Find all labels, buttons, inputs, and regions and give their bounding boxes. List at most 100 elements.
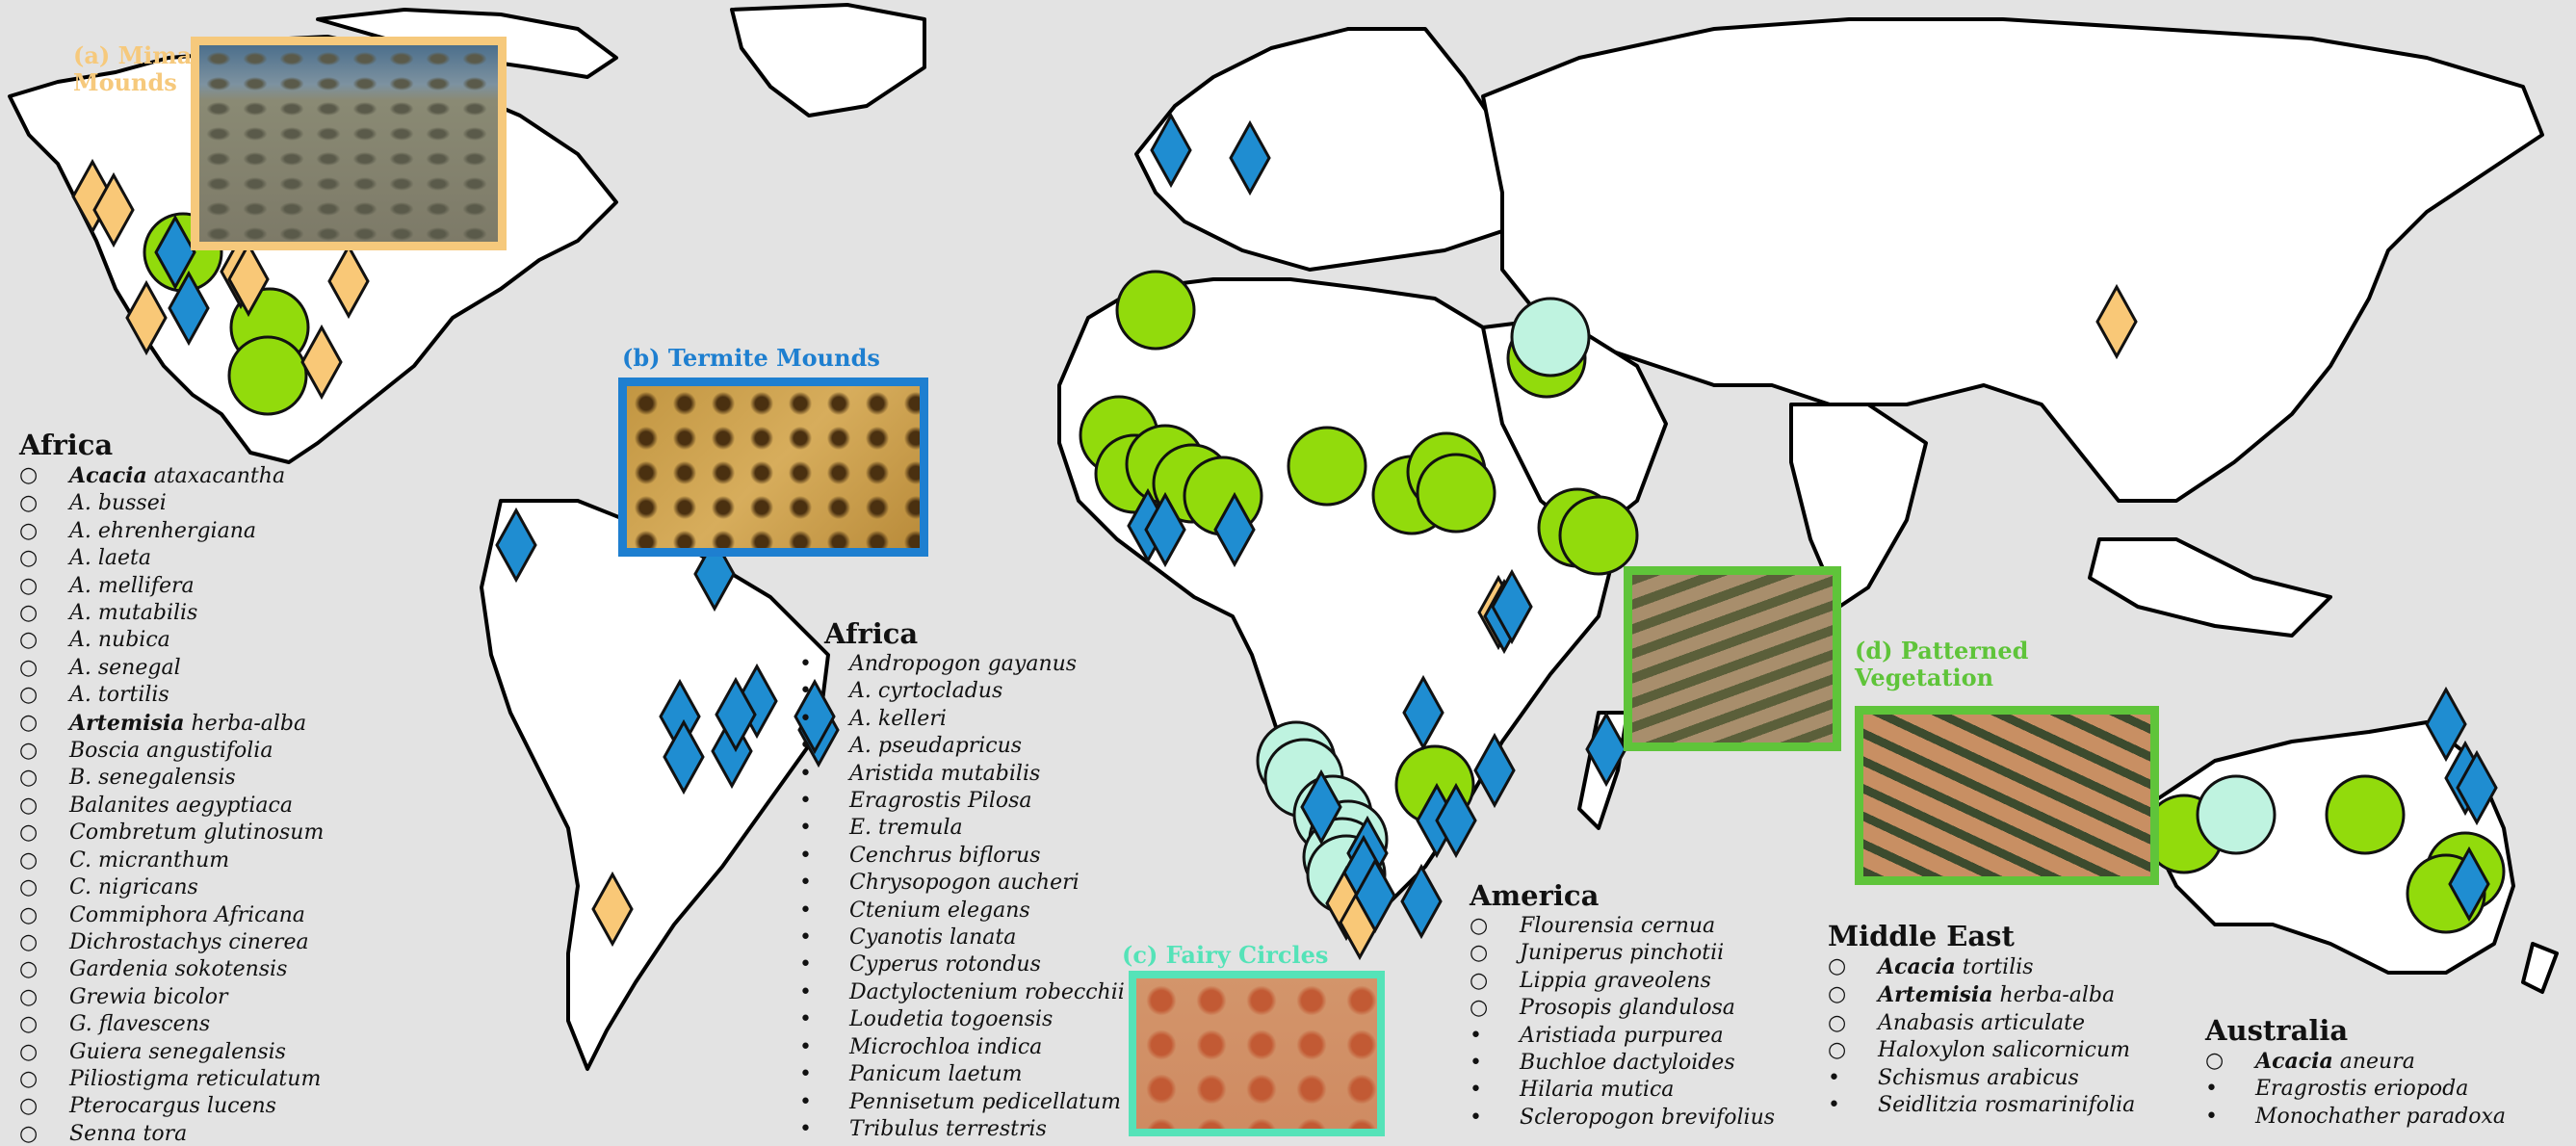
site-circle-marker [2196,774,2277,855]
legend-species-item: ○ Juniperus pinchotii [1470,940,1775,967]
bullet-open-icon: ○ [19,793,39,818]
species-name: Prosopis glandulosa [1520,996,1735,1021]
species-name: Balanites aegyptiaca [69,793,293,818]
species-name: A. mutabilis [69,601,198,626]
legend-species-item: ○ Acacia tortilis [1828,953,2135,981]
legend-species-item: • Schismus arabicus [1828,1065,2135,1092]
species-name: tortilis [1955,955,2034,979]
site-diamond-marker [715,676,757,753]
species-name: Dactyloctenium robecchii [849,979,1125,1004]
site-circle-marker [1558,495,1639,576]
site-diamond-marker [1229,119,1271,196]
bullet-filled-icon: • [1470,1023,1482,1048]
species-name: Andropogon gayanus [849,652,1078,676]
legend-species-item: ○ A. nubica [19,627,324,654]
site-diamond-marker [591,871,634,948]
legend-species-item: ○ Artemisia herba-alba [19,710,324,738]
legend-africa-trees-heading: Africa [19,429,114,461]
bullet-open-icon: ○ [19,628,39,653]
india [1789,403,1928,609]
fairy-circles-title: (c) Fairy Circles [1122,941,1329,969]
species-genus-bold: Acacia [1878,954,1956,979]
species-name: C. nigricans [69,875,198,900]
legend-species-item: • Andropogon gayanus [799,651,1125,678]
legend-species-item: • Pennisetum pedicellatum [799,1089,1125,1116]
bullet-open-icon: ○ [19,683,39,708]
species-name: Eragrostis eriopoda [2255,1077,2469,1102]
bullet-filled-icon: • [799,706,812,731]
legend-africa-trees: Africa ○ Acacia ataxacantha ○ A. bussei ○ A. … [19,430,324,1146]
bullet-open-icon: ○ [19,984,39,1009]
legend-species-item: ○ Lippia graveolens [1470,968,1775,995]
site-diamond-marker [1491,568,1533,645]
bullet-open-icon: ○ [2205,1049,2225,1073]
bullet-filled-icon: • [799,871,812,896]
species-name: Chrysopogon aucheri [849,871,1080,896]
legend-species-item: ○ A. laeta [19,545,324,572]
site-diamond-marker [794,678,836,755]
species-name: Boscia angustifolia [69,739,273,764]
site-diamond-marker [1473,732,1516,809]
site-diamond-marker [1144,491,1186,568]
species-name: Panicum laetum [849,1062,1023,1087]
legend-species-item: • A. pseudapricus [799,733,1125,760]
legend-species-item: • Scleropogon brevifolius [1470,1105,1775,1132]
bullet-open-icon: ○ [19,1121,39,1146]
species-name: aneura [2332,1050,2415,1074]
legend-species-item: ○ A. bussei [19,490,324,517]
bullet-filled-icon: • [799,789,812,814]
legend-species-item: • Eragrostis Pilosa [799,788,1125,815]
bullet-open-icon: ○ [19,1066,39,1091]
species-name: Grewia bicolor [69,984,228,1009]
bullet-open-icon: ○ [19,463,39,487]
legend-species-item: ○ Anabasis articulate [1828,1010,2135,1037]
legend-species-item: ○ Balanites aegyptiaca [19,793,324,820]
legend-species-item: • Hilaria mutica [1470,1077,1775,1104]
species-name: Guiera senegalensis [69,1039,286,1064]
legend-species-item: • Loudetia togoensis [799,1006,1125,1033]
site-diamond-marker [300,324,343,401]
legend-species-item: • Aristida mutabilis [799,761,1125,788]
bullet-filled-icon: • [799,816,812,841]
site-circle-marker [1115,270,1196,351]
species-name: Loudetia togoensis [849,1007,1054,1032]
species-name: Cenchrus biflorus [849,843,1041,868]
species-name: Pennisetum pedicellatum [849,1089,1122,1114]
species-name: Tribulus terrestris [849,1116,1047,1141]
species-name: A. pseudapricus [849,734,1023,759]
species-name: A. senegal [69,655,181,680]
legend-africa-trees-list: ○ Acacia ataxacantha ○ A. bussei ○ A. ehrenhe… [19,462,324,1146]
legend-america-heading: America [1470,879,1600,912]
site-circle-marker [1287,426,1367,507]
bullet-filled-icon: • [799,1089,812,1114]
legend-middle-east-list: ○ Acacia tortilis ○ Artemisia herba-alba ○ An… [1828,953,2135,1119]
site-diamond-marker [154,214,196,291]
legend-america-list: ○ Flourensia cernua ○ Juniperus pinchotii ○ L… [1470,913,1775,1132]
species-name: A. mellifera [69,573,195,598]
legend-species-item: ○ Commiphora Africana [19,902,324,929]
site-diamond-marker [1300,768,1342,846]
site-diamond-marker [1354,857,1396,934]
species-name: A. ehrenhergiana [69,518,256,543]
legend-species-item: ○ Guiera senegalensis [19,1039,324,1066]
legend-species-item: • Cyperus rotondus [799,951,1125,978]
species-name: Juniperus pinchotii [1520,941,1725,966]
south-america-landmass [480,499,830,1071]
species-genus-bold: Artemisia [1878,982,1993,1008]
bullet-open-icon: ○ [19,739,39,764]
vegetation-title-line2: Vegetation [1855,664,1994,691]
legend-species-item: ○ C. micranthum [19,847,324,874]
bullet-open-icon: ○ [1470,996,1489,1021]
mima-mounds-photo [191,37,507,250]
bullet-open-icon: ○ [19,1039,39,1064]
bullet-filled-icon: • [2205,1077,2218,1102]
patterned-vegetation-photo-2 [1855,706,2159,885]
southeast-asia-islands [2088,537,2332,638]
site-diamond-marker [663,718,705,795]
species-name: Aristida mutabilis [849,761,1041,786]
species-name: Ctenium elegans [849,898,1030,923]
legend-species-item: ○ Acacia aneura [2205,1048,2506,1076]
legend-species-item: ○ Gardenia sokotensis [19,956,324,983]
species-name: Combretum glutinosum [69,820,325,846]
